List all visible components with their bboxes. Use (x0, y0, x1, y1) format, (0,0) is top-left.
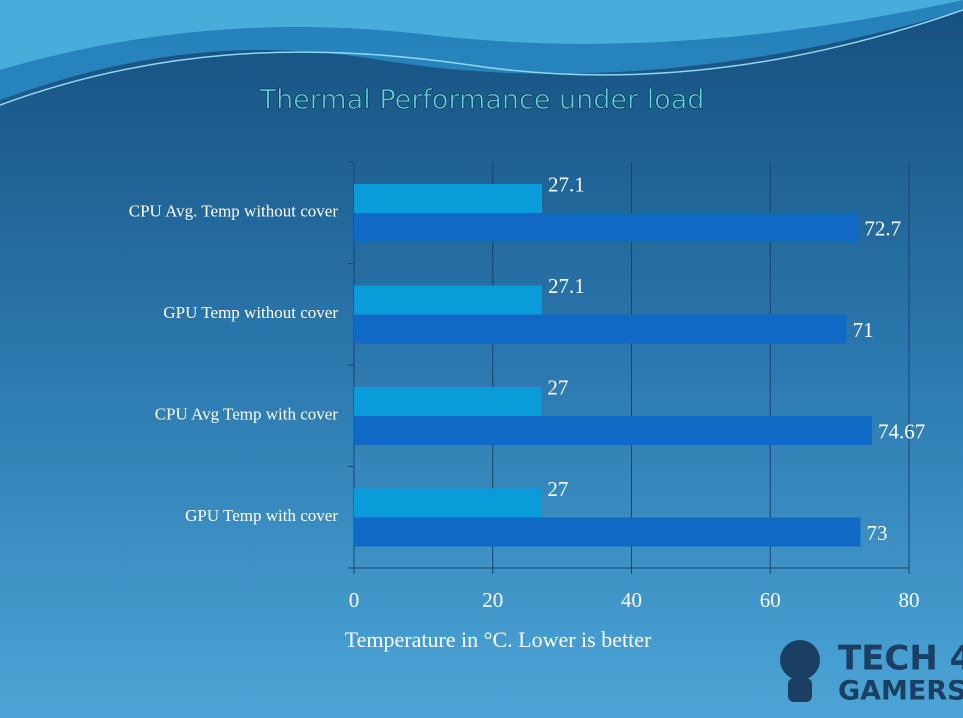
wave-line (0, 9, 963, 106)
x-tick-label: 20 (482, 588, 503, 612)
logo-text: TECH 4 (838, 639, 963, 679)
data-label: 72.7 (864, 216, 901, 240)
data-label: 27 (547, 375, 568, 399)
data-label: 71 (853, 318, 874, 342)
x-axis-title: Temperature in °C. Lower is better (345, 627, 652, 652)
bar (354, 517, 861, 547)
data-label: 74.67 (878, 419, 925, 443)
bar (354, 488, 542, 518)
data-label: 27.1 (548, 172, 585, 196)
wave (0, 0, 963, 70)
logo-icon (780, 640, 820, 702)
bar (354, 213, 859, 242)
y-tick-label: GPU Temp without cover (163, 303, 338, 322)
bar (354, 285, 543, 315)
x-tick-label: 0 (349, 588, 360, 612)
y-tick-label: CPU Avg Temp with cover (155, 405, 339, 424)
data-label: 27 (547, 477, 568, 501)
x-tick-label: 60 (760, 588, 781, 612)
x-tick-label: 40 (621, 588, 642, 612)
bar (354, 314, 847, 344)
bar (354, 387, 542, 416)
bar (354, 184, 543, 213)
y-tick-label: CPU Avg. Temp without cover (129, 202, 339, 221)
y-tick-label: GPU Temp with cover (185, 506, 338, 525)
bar (354, 416, 873, 445)
x-tick-label: 80 (899, 588, 920, 612)
data-label: 27.1 (548, 274, 585, 298)
chart-title: Thermal Performance under load (259, 85, 705, 116)
data-label: 73 (866, 521, 887, 545)
logo-text: GAMERS (838, 676, 963, 707)
